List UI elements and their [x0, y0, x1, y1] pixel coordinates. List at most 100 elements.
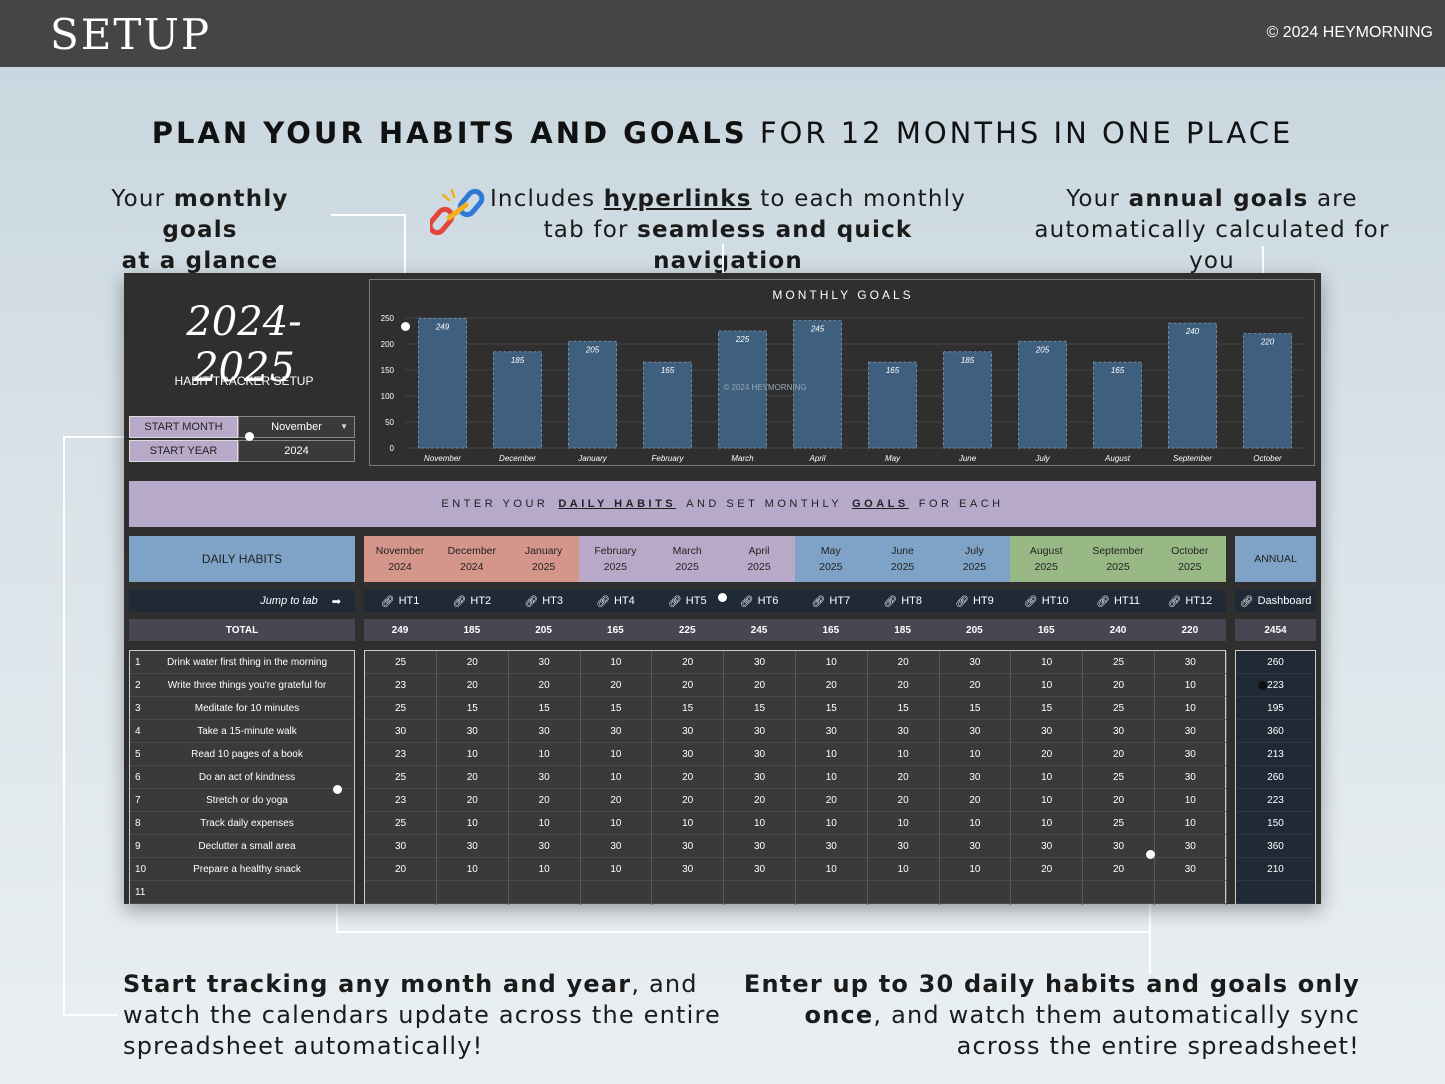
goal-cell[interactable]: 15 [867, 697, 939, 720]
goal-cell[interactable]: 15 [508, 697, 580, 720]
goal-cell[interactable]: 10 [436, 812, 508, 835]
goal-cell[interactable]: 10 [1011, 651, 1083, 674]
tab-link-ht8[interactable]: 🔗︎ HT8 [866, 590, 939, 612]
goal-cell[interactable]: 30 [652, 720, 724, 743]
goal-cell[interactable]: 20 [652, 674, 724, 697]
habit-row[interactable]: 6 Do an act of kindness [130, 766, 354, 789]
goal-cell[interactable]: 30 [580, 835, 652, 858]
goal-cell[interactable]: 10 [652, 812, 724, 835]
habit-row[interactable]: 3 Meditate for 10 minutes [130, 697, 354, 720]
goal-cell[interactable]: 10 [939, 743, 1011, 766]
tab-link-ht2[interactable]: 🔗︎ HT2 [435, 590, 508, 612]
goal-cell[interactable]: 10 [795, 858, 867, 881]
goal-cell[interactable]: 10 [939, 812, 1011, 835]
tab-link-ht3[interactable]: 🔗︎ HT3 [507, 590, 580, 612]
goal-cell[interactable]: 15 [939, 697, 1011, 720]
goal-cell[interactable]: 15 [436, 697, 508, 720]
goal-cell[interactable]: 10 [436, 743, 508, 766]
goal-cell[interactable]: 10 [580, 812, 652, 835]
goal-cell[interactable]: 30 [1154, 835, 1226, 858]
goal-cell[interactable]: 20 [939, 789, 1011, 812]
goal-cell[interactable]: 20 [1011, 743, 1083, 766]
goal-cell[interactable] [508, 881, 580, 904]
goal-cell[interactable]: 10 [508, 743, 580, 766]
goal-cell[interactable]: 15 [724, 697, 795, 720]
goal-cell[interactable]: 10 [867, 858, 939, 881]
goal-cell[interactable]: 20 [436, 789, 508, 812]
goal-cell[interactable]: 20 [652, 789, 724, 812]
goal-cell[interactable]: 20 [1083, 858, 1154, 881]
goal-cell[interactable]: 10 [1011, 674, 1083, 697]
goal-cell[interactable]: 20 [1011, 858, 1083, 881]
tab-link-ht5[interactable]: 🔗︎ HT5 [651, 590, 724, 612]
goal-cell[interactable]: 10 [1011, 789, 1083, 812]
goal-cell[interactable]: 10 [795, 651, 867, 674]
goal-cell[interactable] [1011, 881, 1083, 904]
goal-cell[interactable]: 20 [436, 651, 508, 674]
goal-cell[interactable] [795, 881, 867, 904]
goal-cell[interactable]: 10 [1011, 766, 1083, 789]
goal-cell[interactable]: 10 [1154, 812, 1226, 835]
goal-cell[interactable]: 20 [795, 789, 867, 812]
goal-cell[interactable]: 30 [867, 835, 939, 858]
goal-cell[interactable]: 10 [580, 651, 652, 674]
start-month-dropdown[interactable]: November ▼ [238, 416, 355, 438]
goal-cell[interactable]: 30 [365, 720, 436, 743]
goal-cell[interactable]: 10 [867, 812, 939, 835]
goal-cell[interactable]: 30 [1154, 766, 1226, 789]
goal-cell[interactable]: 20 [436, 766, 508, 789]
goal-cell[interactable]: 30 [724, 858, 795, 881]
goal-cell[interactable] [867, 881, 939, 904]
goal-cell[interactable]: 30 [795, 835, 867, 858]
goal-cell[interactable]: 10 [1011, 812, 1083, 835]
goal-cell[interactable]: 20 [724, 789, 795, 812]
goal-cell[interactable]: 20 [1083, 743, 1154, 766]
goal-cell[interactable]: 30 [1083, 720, 1154, 743]
goal-cell[interactable] [436, 881, 508, 904]
goal-cell[interactable]: 20 [1083, 674, 1154, 697]
tab-link-ht10[interactable]: 🔗︎ HT10 [1010, 590, 1083, 612]
goal-cell[interactable]: 25 [365, 697, 436, 720]
goal-cell[interactable]: 30 [724, 835, 795, 858]
goal-cell[interactable]: 30 [652, 835, 724, 858]
goal-cell[interactable]: 10 [580, 743, 652, 766]
goal-cell[interactable]: 10 [508, 858, 580, 881]
goal-cell[interactable]: 30 [365, 835, 436, 858]
goal-cell[interactable]: 30 [580, 720, 652, 743]
goal-cell[interactable]: 30 [1154, 651, 1226, 674]
goal-cell[interactable]: 30 [652, 858, 724, 881]
goal-cell[interactable]: 30 [508, 651, 580, 674]
tab-link-ht4[interactable]: 🔗︎ HT4 [579, 590, 652, 612]
goal-cell[interactable]: 23 [365, 789, 436, 812]
goal-cell[interactable]: 10 [580, 858, 652, 881]
dashboard-link[interactable]: 🔗︎ Dashboard [1235, 590, 1316, 612]
tab-link-ht11[interactable]: 🔗︎ HT11 [1082, 590, 1154, 612]
goal-cell[interactable]: 30 [939, 720, 1011, 743]
goal-cell[interactable]: 25 [365, 651, 436, 674]
goal-cell[interactable]: 20 [508, 789, 580, 812]
goal-cell[interactable]: 10 [795, 812, 867, 835]
goal-cell[interactable] [652, 881, 724, 904]
goal-cell[interactable]: 30 [724, 720, 795, 743]
goal-cell[interactable]: 25 [1083, 766, 1154, 789]
goal-cell[interactable]: 20 [867, 789, 939, 812]
goal-cell[interactable] [724, 881, 795, 904]
tab-link-ht9[interactable]: 🔗︎ HT9 [938, 590, 1011, 612]
habit-row[interactable]: 1 Drink water first thing in the morning [130, 651, 354, 674]
goal-cell[interactable] [1083, 881, 1154, 904]
goal-cell[interactable]: 20 [795, 674, 867, 697]
goal-cell[interactable]: 20 [1083, 789, 1154, 812]
tab-link-ht12[interactable]: 🔗︎ HT12 [1153, 590, 1226, 612]
goal-cell[interactable] [580, 881, 652, 904]
tab-link-ht1[interactable]: 🔗︎ HT1 [364, 590, 436, 612]
goal-cell[interactable]: 30 [724, 766, 795, 789]
goal-cell[interactable]: 30 [724, 651, 795, 674]
goal-cell[interactable]: 20 [939, 674, 1011, 697]
goal-cell[interactable]: 30 [724, 743, 795, 766]
goal-cell[interactable]: 23 [365, 743, 436, 766]
habit-row[interactable]: 8 Track daily expenses [130, 812, 354, 835]
goal-cell[interactable]: 15 [1011, 697, 1083, 720]
goal-cell[interactable]: 25 [365, 812, 436, 835]
goal-cell[interactable]: 25 [1083, 697, 1154, 720]
goal-cell[interactable]: 25 [365, 766, 436, 789]
